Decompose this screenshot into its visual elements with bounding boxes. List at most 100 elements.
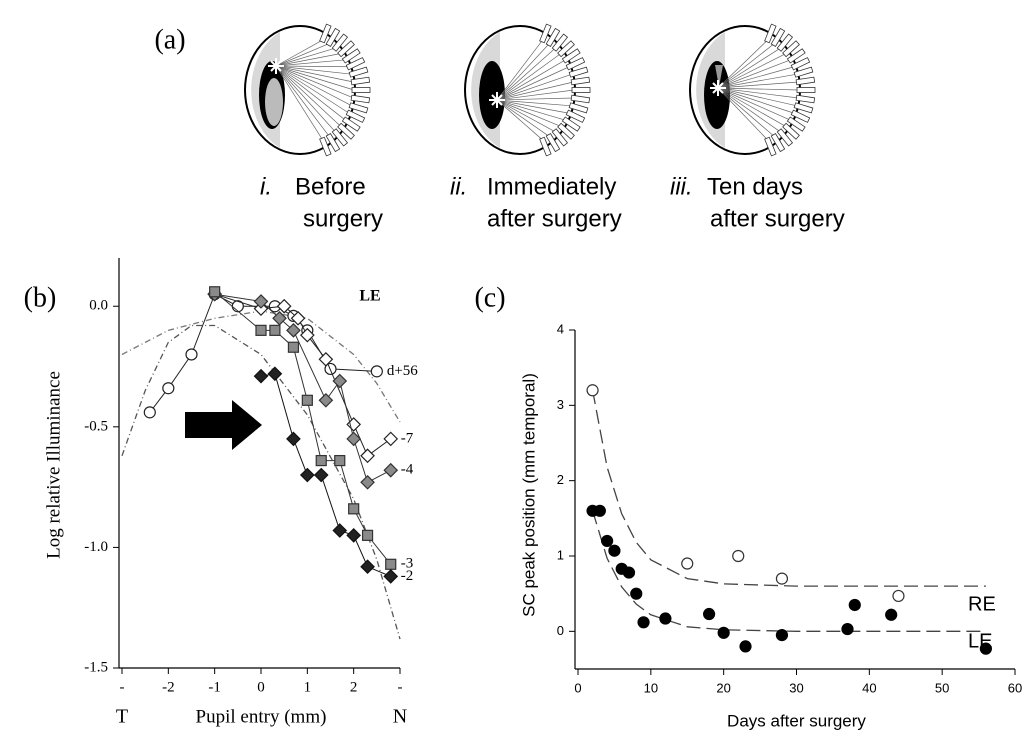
data-point: [717, 626, 730, 639]
ray: [275, 65, 354, 99]
data-point: [299, 467, 315, 483]
ray: [275, 65, 355, 91]
axis-end-label: N: [393, 706, 407, 728]
data-point: [637, 616, 650, 629]
photoreceptor: [348, 102, 369, 114]
ray: [275, 65, 330, 137]
photoreceptor: [570, 94, 591, 104]
photoreceptor: [351, 87, 371, 93]
x-tick-label: -1: [208, 679, 221, 695]
caption-numeral: ii.: [450, 173, 467, 200]
ray: [275, 65, 336, 133]
data-point: [143, 406, 156, 419]
x-tick-label: 1: [304, 679, 312, 695]
ray: [275, 65, 350, 114]
photoreceptor: [565, 57, 586, 71]
data-point: [315, 454, 327, 467]
series-line: [214, 291, 392, 565]
data-point: [630, 587, 643, 600]
ray: [496, 81, 574, 101]
x-tick-label: 40: [862, 680, 876, 695]
ray: [717, 87, 775, 137]
data-point: [346, 431, 362, 447]
photoreceptor: [782, 40, 800, 58]
data-point: [276, 298, 292, 314]
data-point: [253, 294, 269, 309]
data-point: [334, 454, 346, 467]
caption-text: after surgery: [487, 205, 622, 232]
data-point: [739, 640, 752, 653]
ray: [496, 89, 575, 101]
caption-text: Before: [295, 173, 366, 200]
fit-curve: [121, 310, 401, 423]
panel-label: (b): [24, 282, 57, 313]
fit-curve: [591, 510, 986, 632]
data-point: [360, 448, 375, 464]
photoreceptor: [325, 132, 341, 153]
x-tick-label: 20: [716, 680, 730, 695]
star: [489, 92, 505, 108]
lens-mark: [715, 65, 723, 87]
ray: [496, 53, 562, 101]
data-point: [290, 310, 306, 326]
eye: [689, 23, 816, 157]
ray: [496, 43, 550, 101]
ray: [496, 99, 561, 127]
photoreceptor: [319, 23, 332, 44]
y-tick-label: 3: [557, 397, 564, 412]
data-point: [360, 474, 375, 490]
y-axis-title: SC peak position (mm temporal): [519, 373, 538, 617]
caption-text: Ten days: [707, 173, 803, 200]
data-point: [162, 382, 175, 395]
photoreceptor: [568, 102, 589, 114]
ray: [717, 87, 787, 127]
y-tick-label: 0.0: [89, 298, 108, 314]
data-point: [601, 534, 614, 548]
photoreceptor: [764, 136, 777, 157]
y-tick-label: 4: [557, 321, 564, 336]
x-tick-label: 60: [1008, 680, 1022, 695]
ray: [496, 73, 572, 101]
ray: [496, 66, 570, 101]
ray: [496, 47, 556, 101]
arrow: [185, 400, 262, 450]
data-point: [892, 589, 905, 603]
x-tick-label: 0: [574, 680, 581, 695]
data-point: [775, 572, 789, 585]
fit-curve: [121, 324, 401, 640]
photoreceptor: [786, 116, 806, 132]
photoreceptor: [782, 122, 800, 140]
y-tick-label: 2: [557, 472, 564, 487]
data-point: [301, 394, 313, 406]
data-point: [383, 431, 399, 447]
data-point: [209, 286, 221, 298]
ray: [717, 43, 775, 89]
caption-numeral: i.: [260, 173, 272, 200]
photoreceptor: [776, 128, 794, 147]
data-point: [361, 529, 374, 541]
photoreceptor: [568, 66, 589, 78]
y-tick-label: -0.5: [84, 418, 108, 434]
ray: [275, 47, 336, 67]
data-point: [286, 323, 301, 338]
x-tick-label: 2: [350, 679, 358, 695]
data-point: [318, 351, 334, 367]
ray: [496, 97, 574, 101]
photoreceptor: [545, 27, 561, 48]
x-tick-label: 50: [935, 680, 949, 695]
series-label: d+56: [387, 363, 418, 379]
ray: [496, 39, 544, 101]
data-point: [299, 327, 315, 343]
ray: [275, 65, 354, 83]
photoreceptor: [325, 27, 341, 48]
photoreceptor: [341, 48, 361, 64]
photoreceptor: [790, 109, 811, 123]
photoreceptor: [341, 116, 361, 132]
photoreceptor: [793, 66, 814, 78]
data-point: [608, 544, 621, 557]
series-label: LE: [968, 630, 992, 652]
y-tick-label: -1.5: [84, 659, 108, 675]
caption-text: surgery: [303, 205, 383, 232]
